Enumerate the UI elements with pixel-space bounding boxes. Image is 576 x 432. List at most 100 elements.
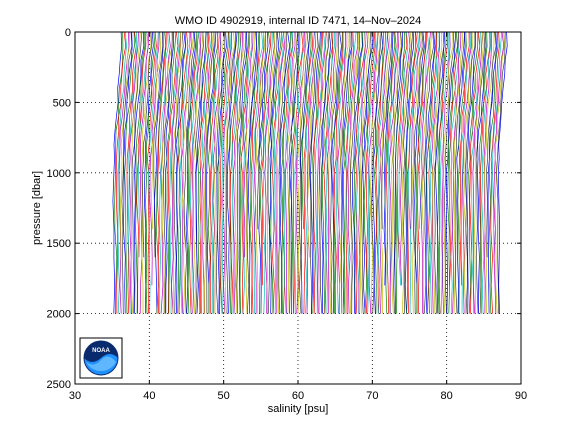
profile-line-257 [493,31,505,314]
profile-line-70 [215,31,226,314]
profile-line-228 [450,32,460,314]
profile-line-71 [216,31,227,314]
profile-line-157 [344,31,354,314]
profile-line-41 [172,31,182,314]
profile-line-181 [380,31,391,314]
profile-line-218 [435,31,446,314]
profile-line-108 [272,31,283,314]
profile-line-81 [231,31,242,314]
profile-line-72 [218,31,229,314]
profile-line-253 [487,31,497,314]
profile-line-69 [214,31,224,314]
profile-line-98 [257,31,267,230]
profile-line-176 [372,31,384,314]
profile-line-47 [181,31,192,314]
profile-line-197 [404,31,415,314]
profile-line-139 [318,31,329,314]
profile-line-142 [322,31,334,314]
profile-line-57 [195,31,207,314]
profile-line-227 [449,31,459,286]
profile-line-89 [243,31,254,258]
x-tick-label-30: 30 [69,390,81,402]
profile-line-255 [490,31,500,314]
profile-line-153 [338,31,349,314]
profile-line-127 [300,31,311,314]
profile-line-258 [494,31,505,314]
profile-line-194 [400,31,411,286]
profile-line-167 [359,31,370,314]
profile-line-88 [242,31,253,314]
profile-line-85 [238,31,248,314]
profile-line-100 [259,31,271,314]
profile-line-209 [421,31,433,314]
y-axis-label: pressure [dbar] [31,171,43,245]
profile-line-65 [207,32,219,314]
y-tick-label-1000: 1000 [47,168,71,180]
profile-line-243 [472,31,483,314]
profile-line-230 [453,31,464,314]
profile-line-189 [392,31,403,314]
profile-line-151 [335,31,346,314]
profile-line-195 [401,31,412,314]
profile-line-125 [297,32,307,314]
profile-line-119 [288,31,299,314]
profile-line-184 [384,31,396,314]
profile-line-96 [253,31,265,314]
profile-line-203 [412,31,424,314]
profile-line-220 [438,31,448,314]
profile-line-245 [475,31,486,314]
y-tick-label-1500: 1500 [47,238,71,250]
profile-line-32 [159,31,169,314]
profile-line-121 [291,32,301,314]
profile-line-186 [388,31,398,314]
profile-line-132 [307,31,318,258]
profile-line-152 [337,31,347,314]
profile-line-28 [153,31,164,258]
profile-line-170 [363,31,375,314]
profile-line-46 [179,31,191,314]
profile-line-19 [139,31,149,314]
profile-line-163 [353,31,364,314]
profile-line-260 [497,31,508,314]
x-tick-labels: 30 40 50 60 70 80 90 [69,390,527,402]
profile-line-229 [452,31,462,314]
profile-line-86 [239,31,250,314]
profile-line-236 [462,31,472,314]
profile-line-118 [286,31,298,314]
profile-line-193 [398,31,409,286]
profile-line-80 [229,31,241,314]
profile-line-39 [169,31,180,314]
profile-line-49 [183,31,195,314]
profile-line-106 [268,31,280,314]
profile-line-34 [161,31,173,314]
profile-line-76 [224,31,235,314]
profile-line-110 [275,31,286,314]
logo-ring [83,340,119,376]
profile-line-234 [459,31,470,286]
profile-line-249 [481,31,492,314]
profile-line-8 [123,31,133,314]
profile-line-146 [328,31,338,314]
profile-line-77 [225,31,236,314]
profile-line-36 [165,32,174,314]
profile-line-52 [189,31,199,314]
profile-line-26 [149,31,160,286]
profile-line-116 [284,31,294,314]
profile-line-54 [191,31,202,314]
profile-line-83 [235,31,245,314]
profile-line-148 [331,31,342,314]
profile-line-130 [304,31,315,314]
profile-line-164 [355,31,366,314]
profile-line-215 [430,31,441,314]
profile-line-165 [356,31,366,314]
profile-line-58 [197,31,208,314]
profile-line-134 [310,31,321,314]
profile-line-239 [466,31,476,314]
y-tick-label-2500: 2500 [47,379,71,391]
profile-line-136 [313,31,323,314]
profile-line-204 [414,31,425,314]
profile-line-120 [289,31,299,314]
profile-line-113 [279,31,290,314]
x-tick-label-90: 90 [515,390,527,402]
profile-line-29 [154,31,164,314]
